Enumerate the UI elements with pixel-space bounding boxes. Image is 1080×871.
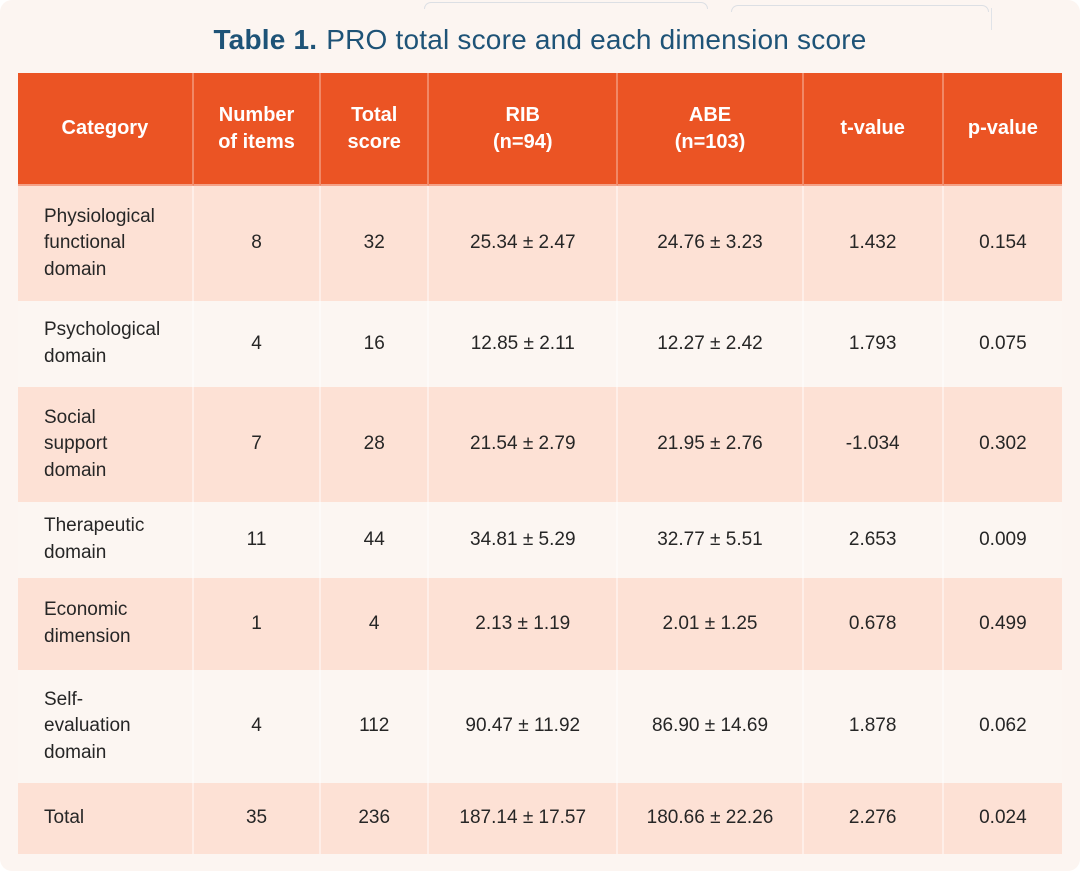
cell-number-of-items: 4 <box>193 301 322 387</box>
cell-total-score: 32 <box>321 186 430 301</box>
table-header: Category Number of items Total score RIB… <box>18 73 1062 186</box>
cell-number-of-items: 4 <box>193 670 322 783</box>
cell-abe-score: 24.76 ± 3.23 <box>618 186 804 301</box>
cell-t-value: 1.432 <box>803 186 944 301</box>
cell-category: Social support domain <box>18 387 194 502</box>
cell-number-of-items: 1 <box>193 578 322 670</box>
cell-number-of-items: 11 <box>193 502 322 578</box>
column-header-p-value: p-value <box>943 73 1062 186</box>
table-title: Table 1. PRO total score and each dimens… <box>0 0 1080 73</box>
table-row-self-evaluation: Self- evaluation domain 4 112 90.47 ± 11… <box>18 670 1062 783</box>
cell-category: Total <box>18 783 194 854</box>
cell-number-of-items: 7 <box>193 387 322 502</box>
cell-abe-score: 32.77 ± 5.51 <box>618 502 804 578</box>
cell-category: Physiological functional domain <box>18 186 194 301</box>
cell-total-score: 16 <box>321 301 430 387</box>
cell-p-value: 0.062 <box>943 670 1062 783</box>
cell-p-value: 0.009 <box>943 502 1062 578</box>
column-header-category: Category <box>18 73 194 186</box>
cropped-window-artifact <box>731 5 989 12</box>
cell-abe-score: 2.01 ± 1.25 <box>618 578 804 670</box>
column-header-rib: RIB (n=94) <box>429 73 619 186</box>
cropped-window-artifact <box>424 2 708 9</box>
column-header-abe: ABE (n=103) <box>618 73 804 186</box>
table-row-social-support: Social support domain 7 28 21.54 ± 2.79 … <box>18 387 1062 502</box>
cell-category: Psychological domain <box>18 301 194 387</box>
cell-category: Therapeutic domain <box>18 502 194 578</box>
table-title-text: PRO total score and each dimension score <box>326 23 867 55</box>
cell-rib-score: 90.47 ± 11.92 <box>429 670 619 783</box>
cell-rib-score: 2.13 ± 1.19 <box>429 578 619 670</box>
cell-abe-score: 180.66 ± 22.26 <box>618 783 804 854</box>
cell-total-score: 236 <box>321 783 430 854</box>
table-title-label: Table 1. <box>213 23 318 55</box>
cell-rib-score: 25.34 ± 2.47 <box>429 186 619 301</box>
table-row-psychological: Psychological domain 4 16 12.85 ± 2.11 1… <box>18 301 1062 387</box>
cell-abe-score: 21.95 ± 2.76 <box>618 387 804 502</box>
cell-p-value: 0.075 <box>943 301 1062 387</box>
cell-total-score: 44 <box>321 502 430 578</box>
cell-number-of-items: 35 <box>193 783 322 854</box>
table-row-physiological: Physiological functional domain 8 32 25.… <box>18 186 1062 301</box>
cell-abe-score: 12.27 ± 2.42 <box>618 301 804 387</box>
cell-abe-score: 86.90 ± 14.69 <box>618 670 804 783</box>
column-header-total-score: Total score <box>321 73 430 186</box>
cell-total-score: 112 <box>321 670 430 783</box>
cell-t-value: 1.793 <box>803 301 944 387</box>
cell-rib-score: 34.81 ± 5.29 <box>429 502 619 578</box>
cell-t-value: -1.034 <box>803 387 944 502</box>
column-header-t-value: t-value <box>803 73 944 186</box>
cell-t-value: 1.878 <box>803 670 944 783</box>
cell-t-value: 2.276 <box>803 783 944 854</box>
cell-total-score: 4 <box>321 578 430 670</box>
cell-category: Economic dimension <box>18 578 194 670</box>
cell-t-value: 2.653 <box>803 502 944 578</box>
cell-p-value: 0.302 <box>943 387 1062 502</box>
table-row-economic: Economic dimension 1 4 2.13 ± 1.19 2.01 … <box>18 578 1062 670</box>
cell-p-value: 0.154 <box>943 186 1062 301</box>
pro-score-table: Category Number of items Total score RIB… <box>18 73 1062 854</box>
header-row: Category Number of items Total score RIB… <box>18 73 1062 186</box>
cell-number-of-items: 8 <box>193 186 322 301</box>
table-body: Physiological functional domain 8 32 25.… <box>18 186 1062 854</box>
cell-p-value: 0.499 <box>943 578 1062 670</box>
cell-rib-score: 12.85 ± 2.11 <box>429 301 619 387</box>
cell-rib-score: 187.14 ± 17.57 <box>429 783 619 854</box>
cell-category: Self- evaluation domain <box>18 670 194 783</box>
cell-rib-score: 21.54 ± 2.79 <box>429 387 619 502</box>
cell-total-score: 28 <box>321 387 430 502</box>
table-row-total: Total 35 236 187.14 ± 17.57 180.66 ± 22.… <box>18 783 1062 854</box>
cell-p-value: 0.024 <box>943 783 1062 854</box>
cropped-window-artifact <box>991 8 992 30</box>
cell-t-value: 0.678 <box>803 578 944 670</box>
column-header-number-of-items: Number of items <box>193 73 322 186</box>
table-row-therapeutic: Therapeutic domain 11 44 34.81 ± 5.29 32… <box>18 502 1062 578</box>
